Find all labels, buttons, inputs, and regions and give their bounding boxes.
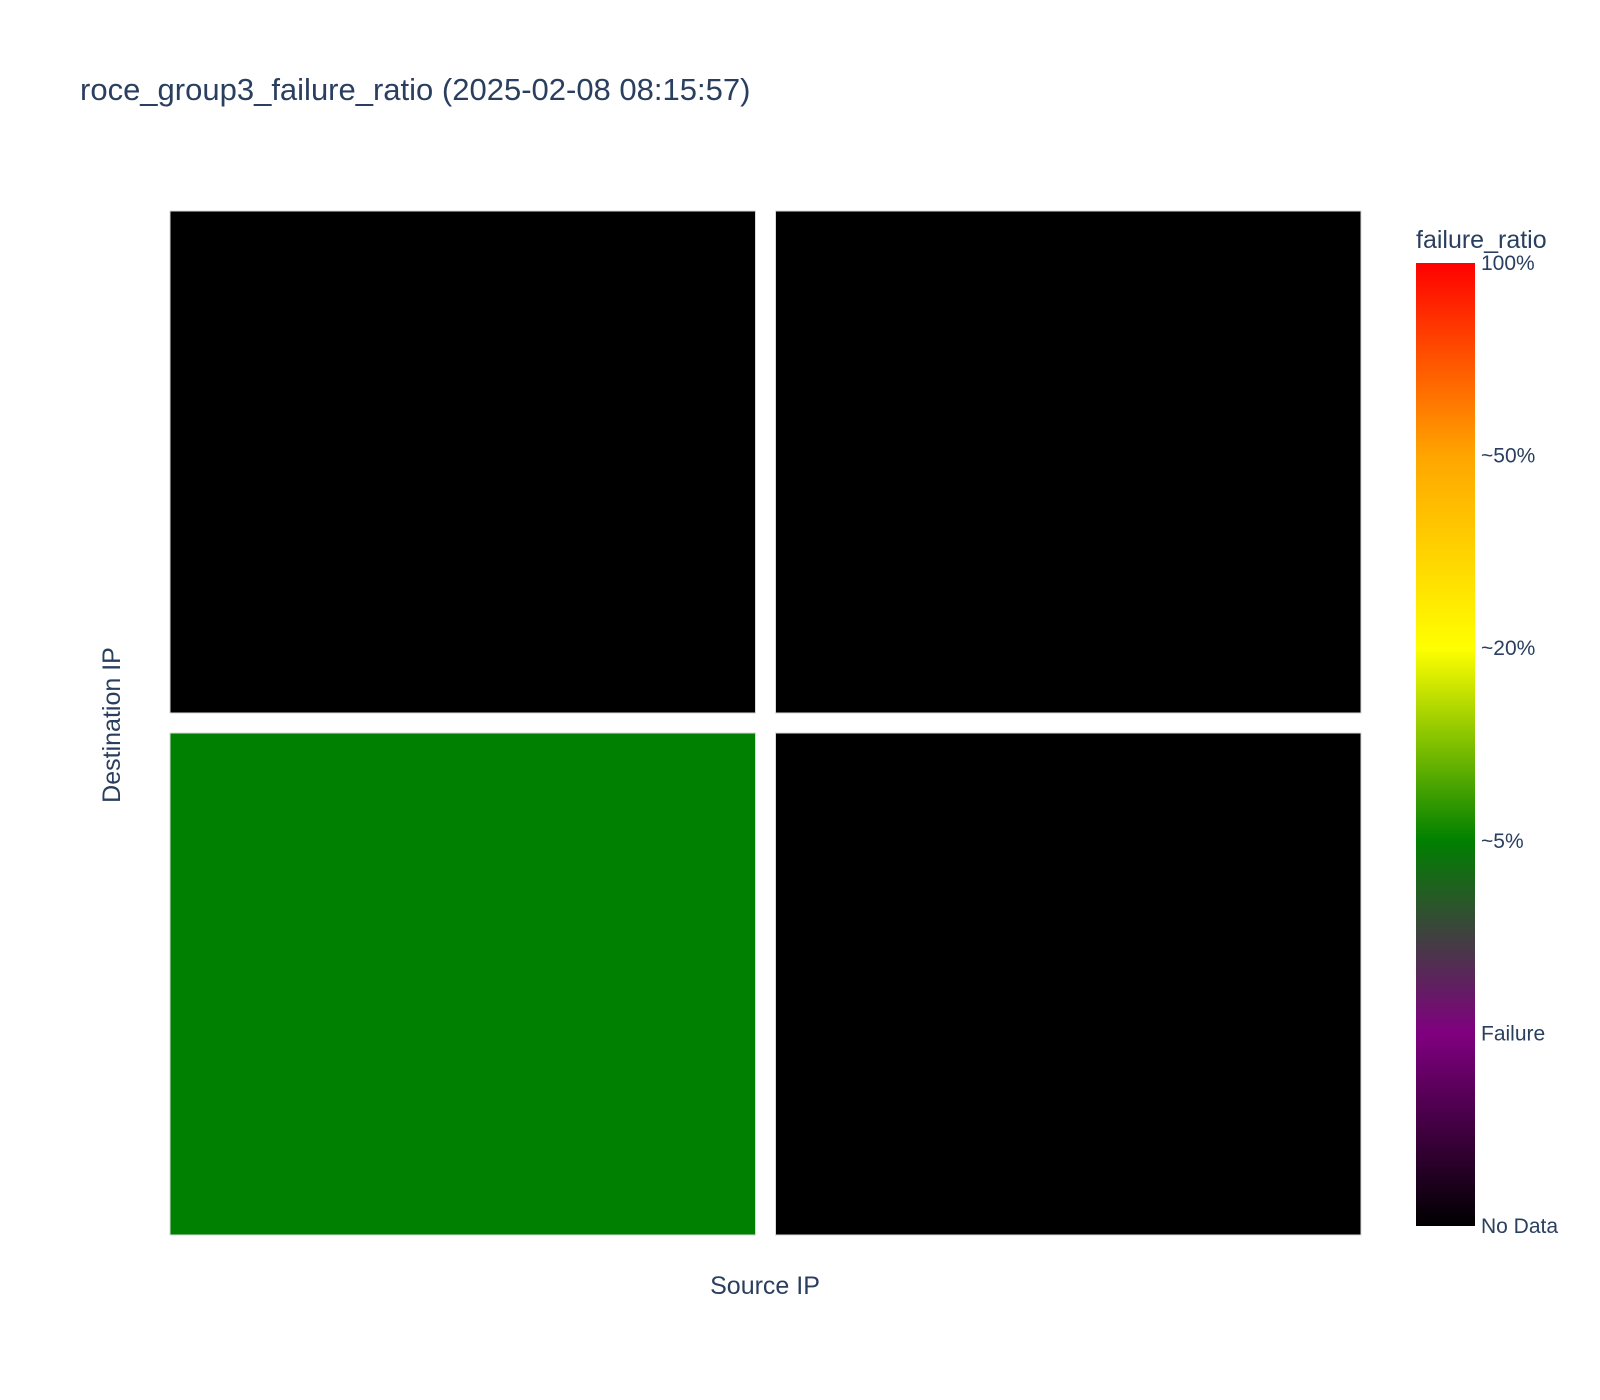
y-axis-title: Destination IP [98, 647, 126, 803]
colorbar-tick-label: No Data [1481, 1215, 1558, 1238]
heatmap-cell [169, 210, 756, 714]
colorbar-title: failure_ratio [1416, 226, 1547, 254]
colorbar-tick-label: ~50% [1481, 445, 1535, 468]
x-axis-title: Source IP [710, 1272, 820, 1300]
colorbar-tick-label: ~20% [1481, 637, 1535, 660]
chart-title: roce_group3_failure_ratio (2025-02-08 08… [80, 72, 750, 107]
colorbar-gradient [1416, 263, 1475, 1226]
heatmap-cells [169, 210, 1362, 1236]
colorbar-tick-label: Failure [1481, 1022, 1545, 1045]
colorbar-tick-label: ~5% [1481, 830, 1524, 853]
colorbar-ticks: No Data Failure ~5% ~20% ~50% 100% [1481, 252, 1558, 1238]
heatmap-cell [169, 732, 756, 1236]
heatmap-cell [775, 732, 1362, 1236]
heatmap-cell [775, 210, 1362, 714]
colorbar-tick-label: 100% [1481, 252, 1535, 275]
